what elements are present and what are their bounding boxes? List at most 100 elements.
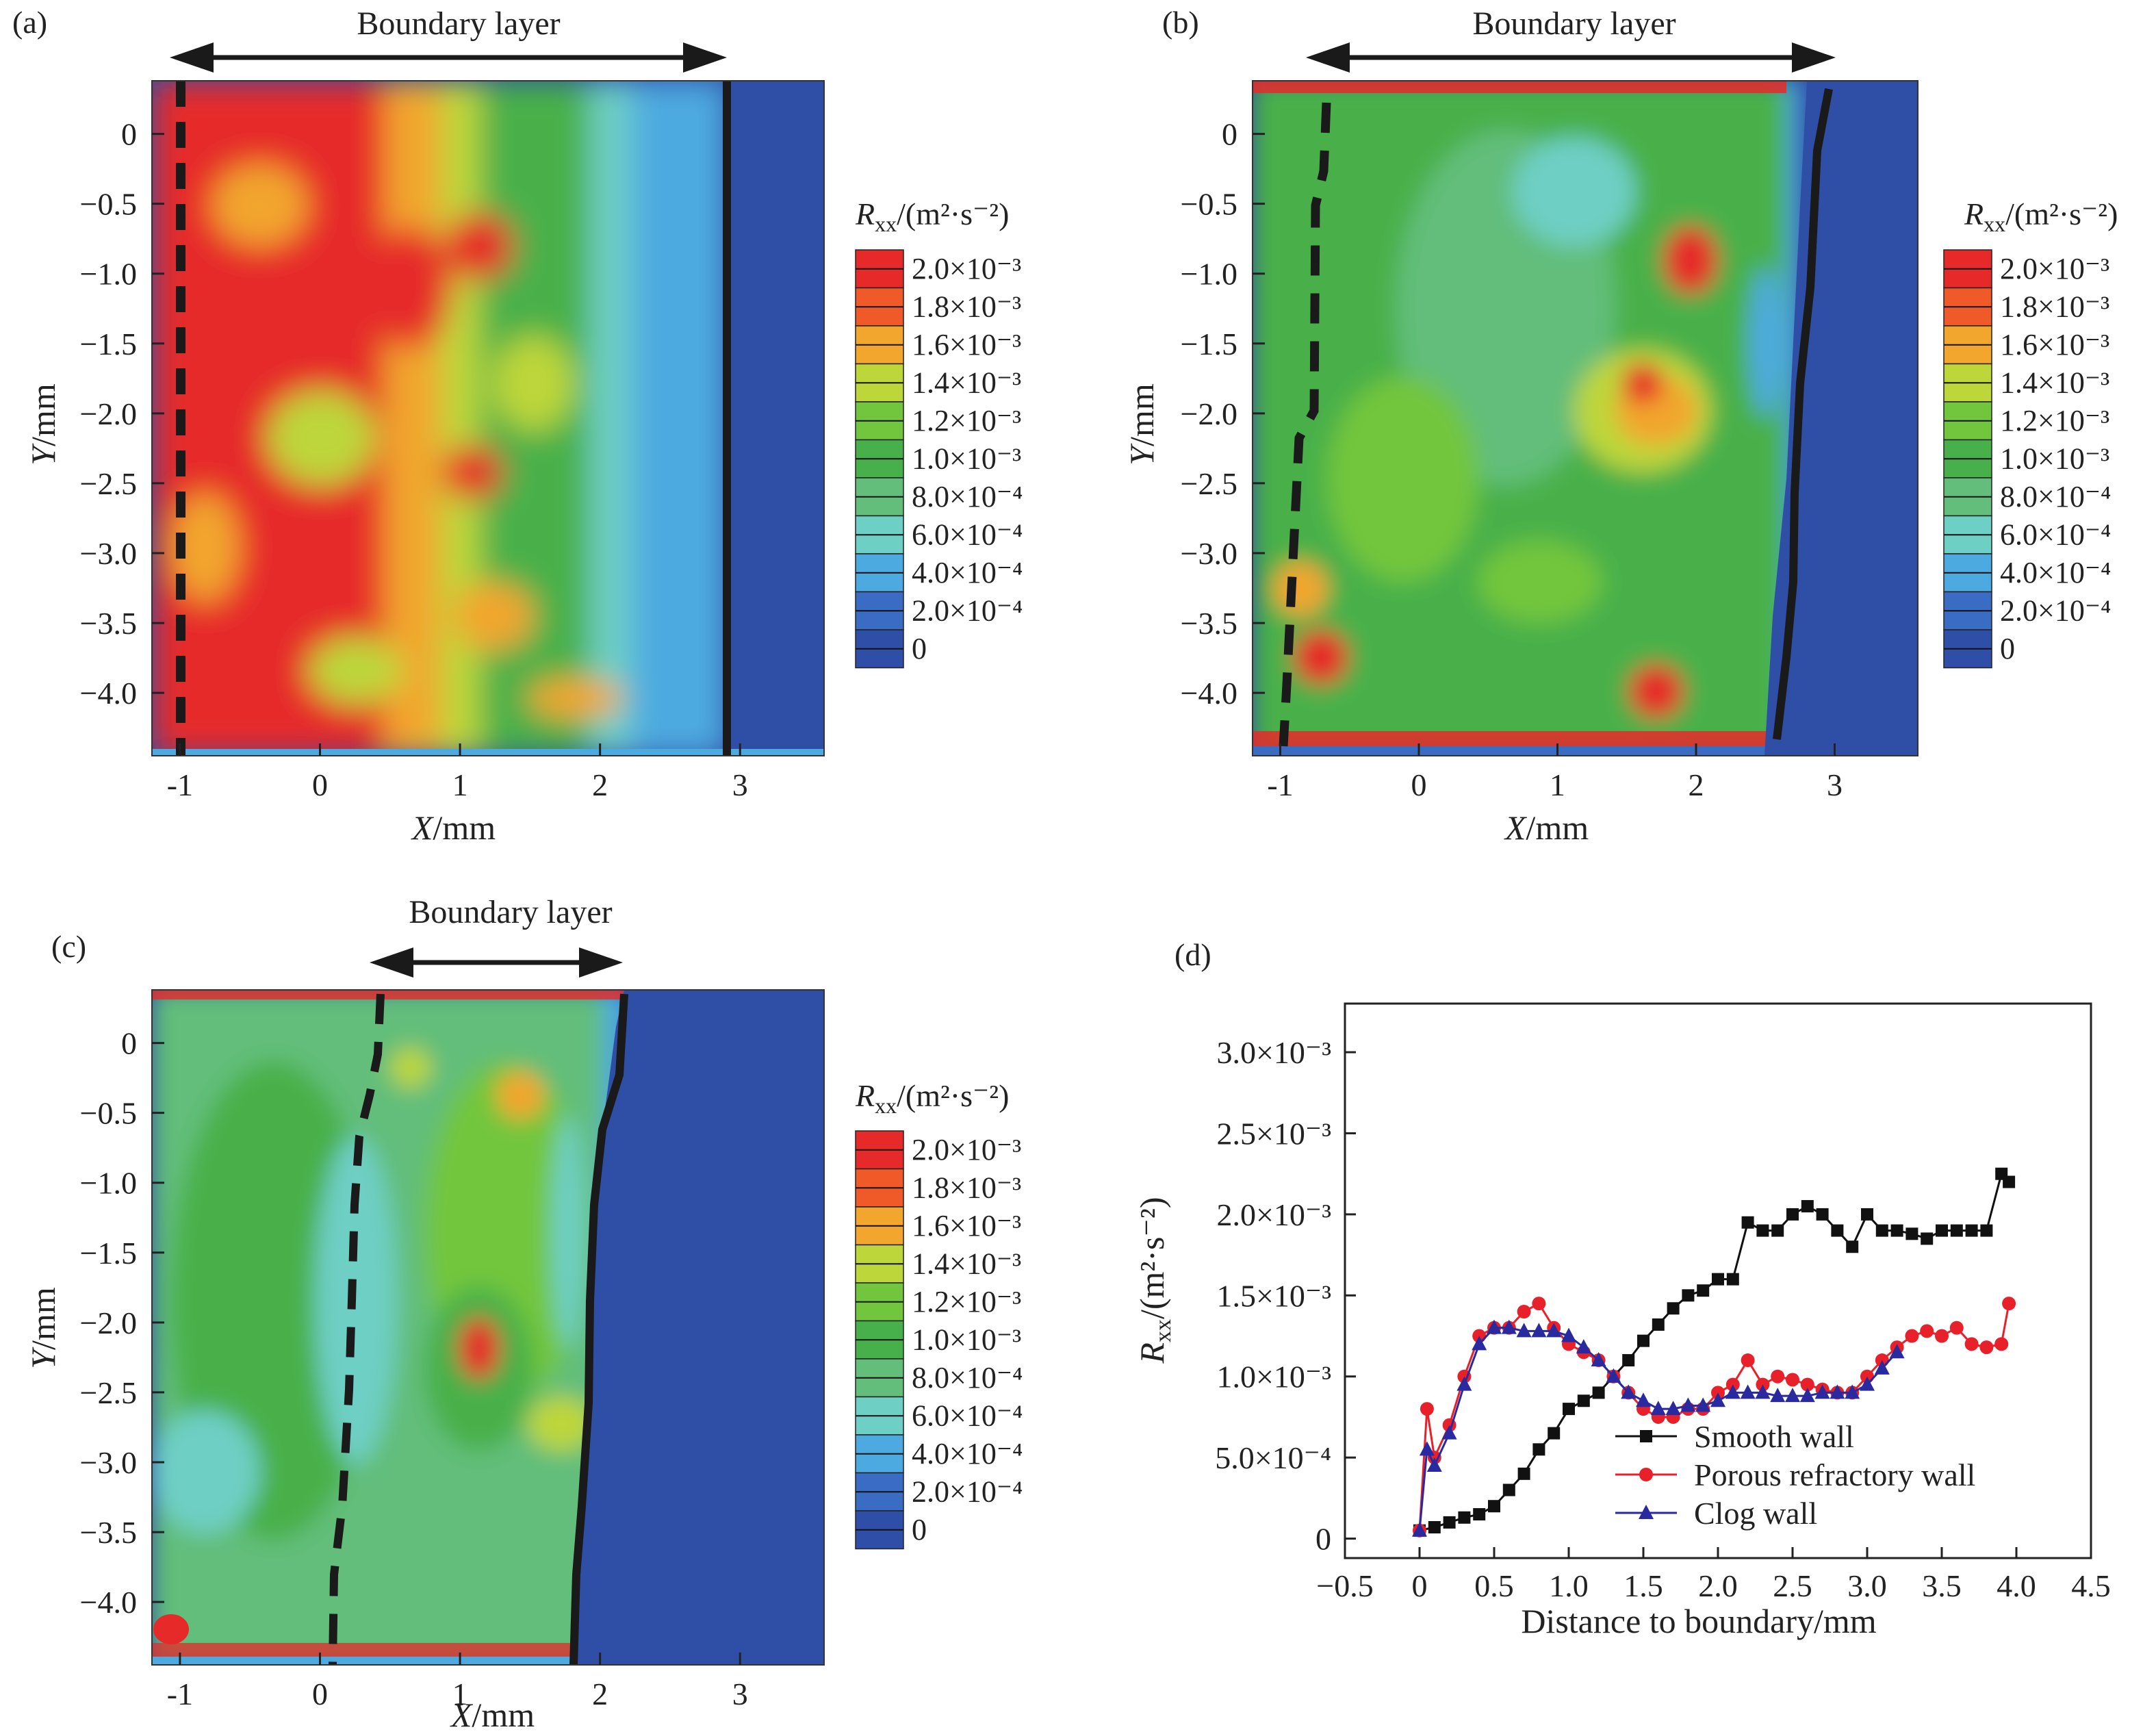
boundary-layer-label-b: Boundary layer [1472,5,1676,42]
y-tick-label: 1.0×10⁻³ [1216,1360,1331,1394]
xlabel-b: X/mm [1504,808,1589,847]
xlabel-c: X/mm [450,1696,535,1734]
series-0 [1413,1167,2016,1537]
data-point [1695,1397,1711,1412]
y-tick-label: −2.0 [80,1305,137,1340]
y-tick-label: −4.0 [80,1585,137,1620]
colorbar-swatches-a: 2.0×10⁻³ 1.8×10⁻³ 1.6×10⁻³ 1.4×10⁻³ 1.2×10⁻³… [855,249,1023,669]
data-point [1771,1224,1784,1237]
data-point [1502,1483,1515,1496]
y-tick-label: −3.0 [80,1445,137,1480]
x-tick-label: 2 [1689,767,1704,802]
data-point [1532,1297,1546,1311]
data-point [1606,1368,1621,1383]
xlabel-a: X/mm [411,808,496,847]
y-tick-label: 0 [121,1026,137,1061]
x-tick-label: 3 [1827,767,1843,802]
y-tick-label: −1.5 [1181,327,1237,361]
data-point [1890,1224,1903,1237]
data-point [1576,1339,1591,1354]
x-tick-label: 0 [312,767,328,802]
y-tick-label: −3.0 [80,536,137,571]
colorbar-label: 1.0×10⁻³ [912,1323,1021,1356]
x-tick-label: 1.5 [1624,1568,1663,1603]
colorbar-label: 6.0×10⁻⁴ [912,518,1023,551]
x-tick-label: 3.5 [1922,1568,1962,1603]
series-2 [1412,1319,1905,1537]
legend-label: Clog wall [1694,1496,1817,1531]
arrow-right-icon [683,42,727,73]
y-tick-label: −3.0 [1181,536,1237,571]
x-tick-label: 0 [1411,767,1427,802]
data-point [1846,1240,1859,1253]
data-point [1860,1376,1875,1391]
y-tick-label: −2.5 [1181,466,1237,501]
data-point [1979,1340,1994,1355]
panel-a-label: (a) [12,5,47,40]
data-point [1621,1384,1637,1399]
data-point [1517,1467,1530,1480]
colorbar-swatches-b: 2.0×10⁻³ 1.8×10⁻³ 1.6×10⁻³ 1.4×10⁻³ 1.2×10⁻³… [1943,249,2111,669]
x-tick-label: 3 [732,1676,748,1711]
colorbar-label: 0 [912,1513,927,1546]
data-point [1682,1289,1695,1302]
data-point [1994,1337,2009,1351]
y-tick-label: −1.0 [80,257,137,292]
data-point [1637,1334,1650,1347]
contour-field-a [151,80,825,756]
boundary-layer-label-c: Boundary layer [409,894,612,930]
data-point [1875,1224,1888,1237]
data-point [1532,1443,1545,1456]
arrow-left-icon [370,947,413,978]
x-tick-label: 3 [732,767,748,802]
x-tick-label: 1 [452,767,468,802]
series-d [1412,1167,2016,1538]
colorbar-a: Rxx/(m²·s⁻²) 2.0×10⁻³ 1.8×10⁻³ 1.6×10⁻³ 1.4… [855,196,1023,669]
data-point [1905,1329,1919,1343]
x-tick-label: 1.0 [1549,1568,1589,1603]
colorbar-label: 2.0×10⁻⁴ [912,594,1023,627]
data-point [1622,1354,1635,1367]
y-tick-label: 0 [1316,1522,1331,1557]
data-point [1816,1208,1829,1221]
data-point [1420,1402,1434,1416]
colorbar-label: 8.0×10⁻⁴ [912,1361,1023,1394]
y-tick-label: 2.5×10⁻³ [1216,1116,1331,1151]
legend-marker [1639,1505,1654,1519]
y-tick-label: −2.5 [80,466,137,501]
colorbar-label: 2.0×10⁻³ [912,1133,1021,1166]
data-point [1786,1208,1799,1221]
data-point [1710,1392,1725,1407]
y-tick-label: −1.0 [1181,257,1237,292]
axes-b: -1 0 1 2 3 0 −0.5 −1.0 −1.5 −2.0 −2.5 −3.0 −3.5 −4.0 [1181,117,1843,802]
x-tick-label: 0 [1412,1568,1428,1603]
data-point [1874,1360,1890,1375]
data-point [1741,1353,1755,1368]
x-tick-label: -1 [167,767,193,802]
x-tick-label: 3.0 [1847,1568,1887,1603]
ylabel-b: Y/mm [1122,383,1161,466]
colorbar-label: 2.0×10⁻³ [912,252,1021,285]
data-point [1665,1401,1681,1416]
panel-c-annotation: Boundary layer [370,894,623,978]
data-point [1785,1388,1800,1403]
data-point [1965,1224,1978,1237]
axes-c: -1 0 1 2 3 0 −0.5 −1.0 −1.5 −2.0 −2.5 −3.0 −3.5 −4.0 [80,1026,748,1711]
colorbar-label: 2.0×10⁻³ [2000,252,2109,285]
data-point [1548,1427,1561,1440]
data-point [1517,1305,1531,1318]
colorbar-c: Rxx/(m²·s⁻²) 2.0×10⁻³ 1.8×10⁻³ 1.6×10⁻³ 1.4… [855,1078,1023,1550]
x-tick-label: 4.5 [2071,1568,2111,1603]
data-point [1419,1441,1435,1456]
data-point [1845,1384,1860,1399]
data-point [1472,1336,1487,1351]
colorbar-label: 1.4×10⁻³ [912,1247,1021,1280]
data-point [1801,1200,1814,1213]
colorbar-label: 1.6×10⁻³ [2000,328,2109,361]
legend-marker [1639,1468,1653,1481]
legend-marker [1640,1430,1652,1442]
colorbar-label: 4.0×10⁻⁴ [912,1437,1023,1470]
contour-field-c [151,989,825,1666]
